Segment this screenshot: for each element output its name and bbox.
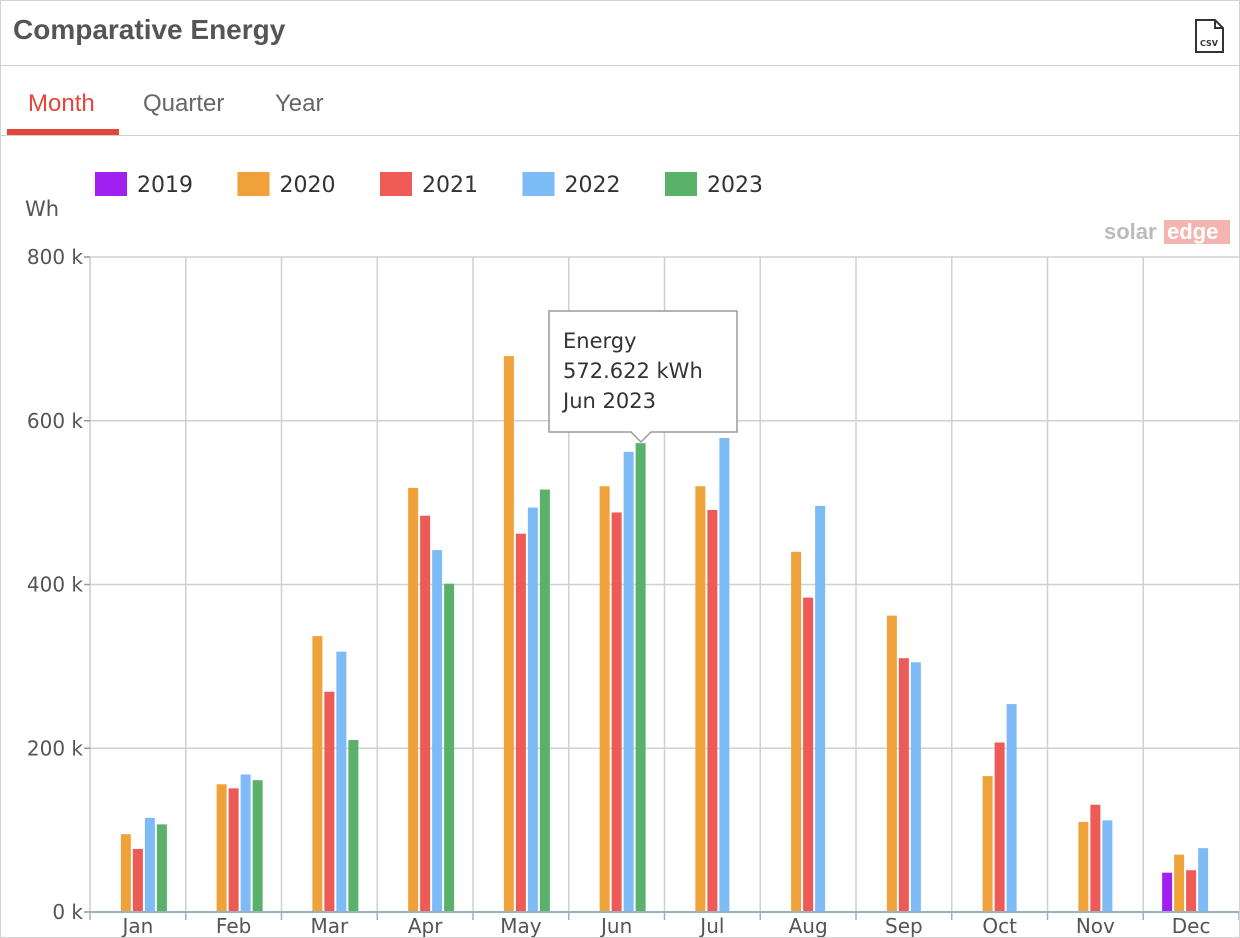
bar-oct-2021[interactable] bbox=[994, 742, 1005, 912]
energy-bar-chart: 2019 2020 2021 2022 2023 Wh solar edge 0 k 20… bbox=[25, 172, 1239, 937]
csv-export-icon[interactable]: CSV bbox=[1193, 19, 1225, 53]
legend-swatch-2022[interactable] bbox=[522, 172, 555, 196]
bar-jun-2021[interactable] bbox=[611, 512, 622, 912]
active-tab-indicator bbox=[7, 129, 119, 135]
bar-sep-2021[interactable] bbox=[898, 658, 909, 912]
x-tick-label-mar: Mar bbox=[311, 914, 350, 937]
tooltip-date: Jun 2023 bbox=[561, 389, 656, 413]
bar-mar-2020[interactable] bbox=[312, 636, 323, 912]
legend-swatch-2020[interactable] bbox=[237, 172, 270, 196]
legend-swatch-2019[interactable] bbox=[95, 172, 127, 196]
legend-label-2019[interactable]: 2019 bbox=[137, 173, 193, 198]
csv-icon-label: CSV bbox=[1200, 39, 1219, 48]
bar-aug-2021[interactable] bbox=[803, 597, 814, 912]
x-tick-label-may: May bbox=[500, 914, 542, 937]
panel-title: Comparative Energy bbox=[13, 14, 286, 45]
y-axis-unit-label: Wh bbox=[25, 197, 59, 221]
bar-dec-2019[interactable] bbox=[1162, 872, 1173, 912]
bar-dec-2022[interactable] bbox=[1198, 848, 1209, 912]
tooltip-series-label: Energy bbox=[563, 329, 637, 353]
bar-may-2023[interactable] bbox=[539, 489, 550, 912]
y-tick-label: 400 k bbox=[27, 573, 84, 597]
bar-oct-2020[interactable] bbox=[982, 776, 993, 912]
x-tick-label-jun: Jun bbox=[599, 914, 632, 937]
bar-feb-2020[interactable] bbox=[216, 784, 227, 912]
bar-jan-2022[interactable] bbox=[144, 817, 155, 912]
bar-apr-2023[interactable] bbox=[444, 583, 455, 912]
panel-header: Comparative Energy CSV bbox=[1, 1, 1239, 66]
bar-jul-2022[interactable] bbox=[719, 437, 730, 912]
legend-label-2021[interactable]: 2021 bbox=[422, 173, 478, 198]
bar-may-2020[interactable] bbox=[503, 356, 514, 913]
solaredge-logo: solar edge bbox=[1104, 219, 1230, 244]
bar-aug-2020[interactable] bbox=[791, 551, 802, 912]
tab-year[interactable]: Year bbox=[275, 90, 324, 117]
bar-mar-2023[interactable] bbox=[348, 740, 359, 912]
y-tick-label: 0 k bbox=[52, 900, 83, 924]
svg-text:edge: edge bbox=[1167, 219, 1218, 244]
chart-legend: 2019 2020 2021 2022 2023 bbox=[95, 172, 763, 198]
bar-jun-2022[interactable] bbox=[623, 451, 634, 912]
bar-nov-2021[interactable] bbox=[1090, 804, 1101, 912]
bar-jul-2021[interactable] bbox=[707, 509, 718, 912]
chart-bars bbox=[120, 356, 1209, 913]
x-axis: Jan Feb Mar Apr May Jun Jul Aug Sep Oct Nov Dec bbox=[89, 911, 1239, 937]
bar-apr-2022[interactable] bbox=[432, 550, 443, 912]
legend-swatch-2021[interactable] bbox=[380, 172, 412, 196]
x-tick-label-sep: Sep bbox=[885, 914, 923, 937]
legend-swatch-2023[interactable] bbox=[665, 172, 697, 196]
tooltip-value: 572.622 kWh bbox=[563, 359, 703, 383]
y-tick-label: 200 k bbox=[27, 736, 84, 760]
bar-sep-2020[interactable] bbox=[886, 615, 897, 912]
tab-month[interactable]: Month bbox=[28, 90, 95, 117]
x-tick-label-apr: Apr bbox=[408, 914, 443, 937]
bar-jun-2020[interactable] bbox=[599, 486, 610, 912]
bar-jan-2020[interactable] bbox=[120, 834, 131, 912]
bar-mar-2021[interactable] bbox=[324, 691, 335, 912]
x-tick-label-jan: Jan bbox=[120, 914, 153, 937]
bar-jul-2020[interactable] bbox=[695, 486, 706, 912]
bar-nov-2022[interactable] bbox=[1102, 820, 1113, 912]
x-tick-label-oct: Oct bbox=[982, 914, 1017, 937]
bar-may-2022[interactable] bbox=[527, 507, 538, 912]
chart-tooltip: Energy 572.622 kWh Jun 2023 bbox=[548, 310, 738, 444]
bar-apr-2021[interactable] bbox=[420, 515, 431, 912]
x-tick-label-aug: Aug bbox=[789, 914, 828, 937]
y-tick-label: 800 k bbox=[27, 245, 84, 269]
bar-aug-2022[interactable] bbox=[815, 505, 826, 912]
bar-dec-2021[interactable] bbox=[1186, 870, 1197, 912]
bar-jan-2023[interactable] bbox=[156, 824, 167, 912]
bar-feb-2022[interactable] bbox=[240, 774, 251, 912]
bar-nov-2020[interactable] bbox=[1078, 821, 1089, 912]
x-tick-label-feb: Feb bbox=[216, 914, 251, 937]
bar-jan-2021[interactable] bbox=[132, 848, 143, 912]
bar-apr-2020[interactable] bbox=[408, 487, 419, 912]
bar-mar-2022[interactable] bbox=[336, 651, 347, 912]
y-axis: 0 k 200 k 400 k 600 k 800 k bbox=[27, 245, 90, 924]
x-tick-label-jul: Jul bbox=[698, 914, 724, 937]
svg-text:solar: solar bbox=[1104, 219, 1157, 244]
bar-feb-2021[interactable] bbox=[228, 788, 239, 912]
bar-dec-2020[interactable] bbox=[1174, 854, 1185, 912]
bar-feb-2023[interactable] bbox=[252, 780, 263, 912]
bar-jun-2023[interactable] bbox=[635, 443, 646, 912]
y-tick-label: 600 k bbox=[27, 409, 84, 433]
bar-may-2021[interactable] bbox=[515, 533, 526, 912]
legend-label-2022[interactable]: 2022 bbox=[565, 173, 621, 198]
period-tabs: Month Quarter Year bbox=[1, 66, 1239, 136]
bar-sep-2022[interactable] bbox=[910, 662, 921, 912]
legend-label-2023[interactable]: 2023 bbox=[707, 173, 763, 198]
legend-label-2020[interactable]: 2020 bbox=[280, 173, 336, 198]
x-tick-label-nov: Nov bbox=[1076, 914, 1115, 937]
bar-oct-2022[interactable] bbox=[1006, 704, 1017, 912]
tab-quarter[interactable]: Quarter bbox=[143, 90, 225, 117]
x-tick-label-dec: Dec bbox=[1172, 914, 1211, 937]
